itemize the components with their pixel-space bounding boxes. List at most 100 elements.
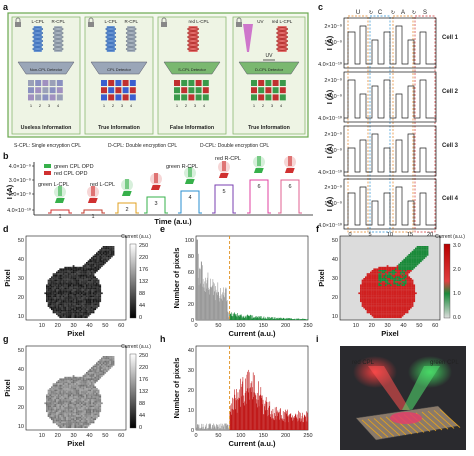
hist-bar (202, 427, 203, 430)
map-pixel (411, 294, 414, 296)
map-pixel (49, 284, 52, 287)
map-pixel (92, 258, 95, 261)
map-pixel (91, 308, 93, 311)
map-pixel (77, 380, 80, 382)
map-pixel (72, 314, 75, 317)
hist-bar (299, 413, 301, 430)
map-pixel (86, 308, 88, 311)
map-pixel (406, 310, 409, 312)
map-pixel (408, 305, 411, 307)
map-pixel (366, 292, 369, 295)
map-pixel (97, 298, 100, 301)
map-pixel (99, 394, 102, 397)
map-pixel (67, 423, 70, 425)
map-pixel (64, 413, 67, 416)
map-pixel (87, 410, 90, 413)
map-pixel (87, 375, 90, 377)
map-pixel (383, 290, 386, 293)
hist-bar (296, 414, 298, 430)
map-pixel (47, 298, 50, 301)
map-pixel (76, 418, 78, 421)
map-pixel (101, 370, 103, 373)
map-pixel (411, 255, 414, 258)
map-pixel (82, 405, 85, 408)
map-pixel (92, 282, 95, 285)
map-pixel (99, 266, 102, 269)
map-pixel (81, 313, 83, 315)
hist-bar (205, 283, 207, 320)
map-pixel (391, 308, 394, 311)
map-pixel (49, 389, 52, 392)
map-pixel (393, 278, 396, 280)
map-pixel (97, 412, 100, 414)
map-pixel (408, 258, 411, 261)
map-pixel (87, 302, 90, 304)
hist-bar (241, 317, 243, 320)
map-pixel (61, 313, 63, 315)
map-pixel (62, 287, 65, 290)
map-pixel (87, 276, 90, 279)
map-pixel (408, 287, 411, 290)
map-pixel (77, 289, 80, 291)
map-pixel (59, 394, 62, 397)
map-pixel (381, 303, 384, 306)
hist-bar (298, 318, 299, 320)
map-pixel (400, 281, 402, 283)
map-pixel (395, 279, 397, 282)
map-pixel (79, 266, 82, 269)
map-pixel (386, 302, 389, 304)
map-pixel (52, 389, 55, 392)
helix-turn (32, 31, 44, 35)
map-pixel (411, 250, 414, 253)
map-pixel (109, 252, 112, 255)
map-pixel (52, 278, 55, 280)
hist-bar (260, 394, 261, 430)
map-pixel (405, 298, 407, 301)
map-pixel (391, 289, 394, 291)
hist-bar (243, 395, 245, 430)
y-axis-label: I (A) (325, 89, 334, 104)
map-pixel (96, 279, 98, 282)
hist-bar (242, 318, 244, 320)
map-pixel (47, 389, 50, 392)
hist-bar (254, 375, 255, 430)
detector-plate (90, 61, 148, 75)
x-tick-label: 10 (353, 323, 359, 329)
hist-bar (260, 395, 262, 430)
map-pixel (64, 399, 67, 401)
map-pixel (378, 300, 381, 303)
map-pixel (56, 310, 58, 312)
map-pixel (421, 252, 424, 255)
hist-bar (207, 277, 208, 320)
map-pixel (67, 278, 70, 280)
map-pixel (381, 278, 384, 280)
map-pixel (74, 421, 77, 424)
map-pixel (47, 415, 50, 417)
annotation: red L-CPL (90, 182, 115, 188)
map-pixel (77, 402, 80, 405)
map-pixel (401, 313, 404, 315)
map-pixel (84, 266, 87, 269)
map-pixel (99, 258, 102, 261)
hist-bar (235, 314, 237, 320)
map-pixel (77, 412, 80, 414)
map-pixel (72, 426, 75, 429)
hist-bar (300, 319, 301, 320)
hist-bar (217, 295, 218, 320)
map-pixel (49, 282, 52, 285)
map-pixel (423, 246, 426, 248)
map-pixel (61, 308, 63, 311)
map-pixel (390, 311, 392, 314)
map-pixel (106, 258, 108, 261)
map-pixel (82, 375, 85, 377)
map-pixel (398, 292, 401, 295)
y-tick-label: 40 (188, 286, 194, 292)
hist-bar (197, 239, 198, 320)
y-tick-label: 4.0×10⁻⁹ (9, 163, 31, 170)
map-pixel (395, 287, 397, 290)
map-pixel (86, 397, 88, 400)
electrode-line (379, 417, 401, 436)
map-pixel (94, 400, 97, 403)
hist-bar (248, 316, 250, 320)
map-pixel (416, 246, 419, 248)
